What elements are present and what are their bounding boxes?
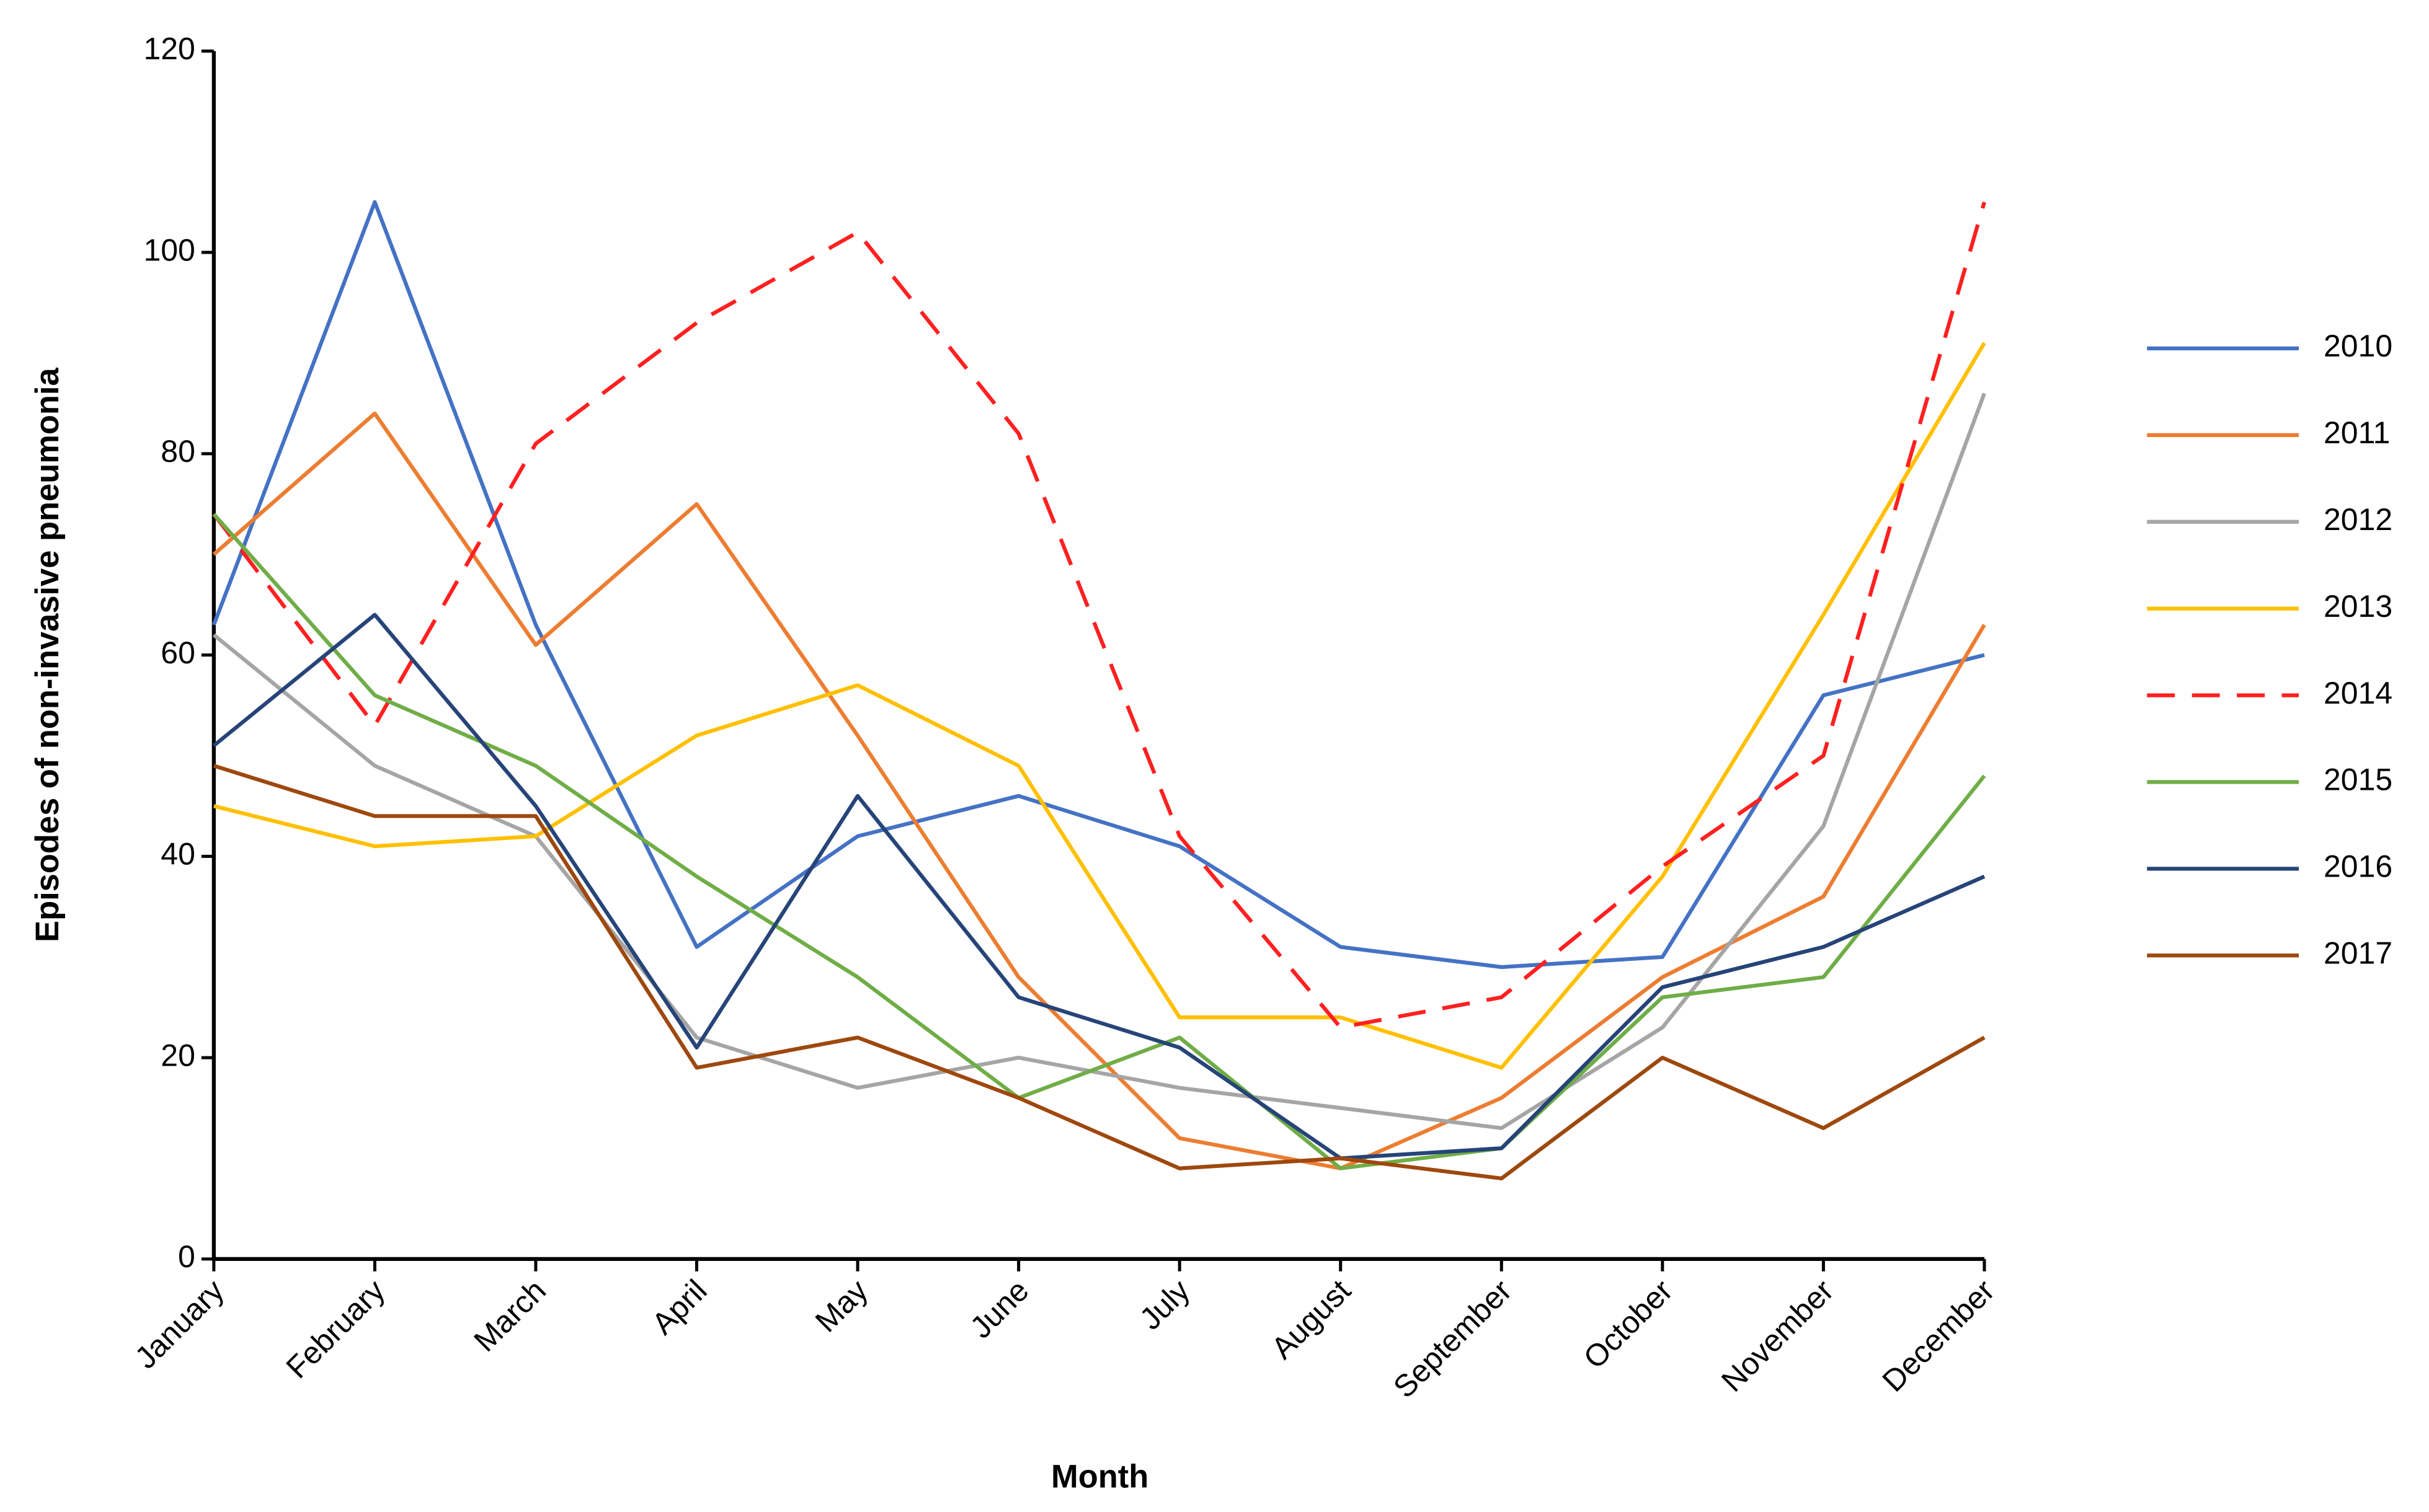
y-tick-label: 0 (178, 1239, 195, 1274)
x-tick-label: May (809, 1273, 874, 1338)
legend-label: 2010 (2324, 329, 2392, 363)
x-tick-label: March (467, 1273, 553, 1358)
y-axis-title: Episodes of non-invasive pneumonia (30, 368, 66, 942)
series-line (212, 612, 1986, 1161)
legend-label: 2013 (2324, 589, 2392, 624)
x-tick-label: January (128, 1273, 231, 1375)
series-line (212, 513, 1986, 1170)
x-tick-label: November (1715, 1273, 1840, 1398)
series-line (213, 764, 1986, 1181)
y-tick-label: 80 (161, 434, 195, 469)
legend-label: 2015 (2324, 763, 2392, 797)
y-tick-label: 20 (161, 1038, 195, 1072)
legend-label: 2014 (2324, 676, 2392, 710)
x-tick-label: September (1387, 1273, 1518, 1404)
x-tick-label: July (1133, 1273, 1196, 1336)
x-axis-title: Month (1051, 1459, 1148, 1495)
x-tick-label: December (1876, 1273, 2001, 1398)
legend-label: 2017 (2324, 935, 2392, 970)
x-tick-label: February (280, 1273, 392, 1385)
legend-label: 2011 (2324, 415, 2390, 450)
y-tick-label: 60 (161, 635, 195, 670)
x-tick-label: June (964, 1273, 1036, 1345)
x-tick-label: August (1264, 1273, 1357, 1366)
y-tick-label: 40 (161, 837, 195, 872)
x-tick-label: April (645, 1273, 713, 1341)
y-tick-label: 120 (144, 32, 195, 66)
legend-label: 2016 (2324, 849, 2392, 884)
series-line (212, 411, 1986, 1170)
series-line (212, 392, 1986, 1130)
legend-label: 2012 (2324, 502, 2392, 537)
series-line (211, 200, 1985, 970)
y-tick-label: 100 (144, 232, 195, 267)
x-tick-label: October (1577, 1273, 1679, 1375)
series-line (213, 342, 1986, 1070)
series-line (212, 201, 1986, 1030)
